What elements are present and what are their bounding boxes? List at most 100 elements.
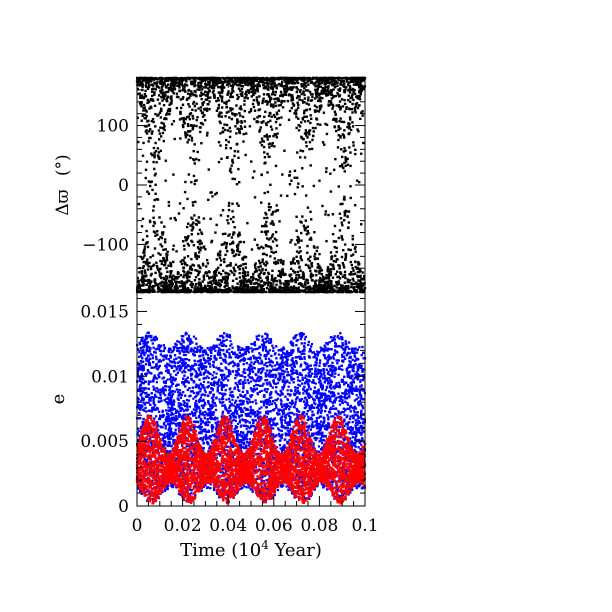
top-data-point [211,195,214,198]
top-data-point [151,254,155,257]
top-data-point [346,215,349,218]
top-data-point [219,94,222,97]
top-data-point [282,282,285,285]
top-data-point [143,113,147,116]
top-data-point [147,100,151,104]
top-data-point [235,143,238,146]
top-data-point [333,81,336,84]
top-data-point [300,289,304,292]
top-data-point [260,121,263,124]
top-data-point [304,194,308,197]
top-data-point [147,180,151,183]
top-data-point [330,97,334,100]
top-data-point [165,266,168,270]
top-data-point [306,206,310,209]
top-data-point [303,83,307,86]
top-data-point [224,146,228,150]
top-data-point [176,95,179,99]
top-data-point [321,141,325,144]
top-data-point [187,102,190,106]
top-data-point [263,115,266,119]
top-data-point [269,237,272,240]
top-data-point [301,167,304,170]
top-data-point [295,96,299,100]
top-data-point [151,287,155,290]
top-data-point [244,96,248,99]
top-data-point [193,162,196,165]
top-data-point [337,138,340,142]
top-data-point [201,123,205,126]
top-data-point [219,121,222,125]
top-data-point [223,101,226,104]
top-data-point [347,81,351,84]
top-data-point [277,116,281,120]
top-data-point [147,84,151,87]
top-data-point [341,83,345,87]
top-data-point [154,183,157,187]
top-data-point [275,204,278,207]
top-data-point [291,98,295,102]
top-data-point [273,115,277,119]
top-data-point [205,98,209,101]
top-data-point [264,110,267,114]
top-data-point [231,107,234,111]
top-data-point [318,252,321,256]
top-data-point [252,93,255,97]
top-data-point [262,288,265,292]
top-data-point [303,87,306,90]
top-data-point [355,288,358,292]
top-data-point [197,271,200,275]
top-data-point [288,274,292,278]
top-data-point [170,96,173,100]
top-data-point [153,280,156,283]
top-data-point [270,144,274,147]
top-data-point [340,221,344,224]
top-data-point [160,276,163,280]
top-data-point [256,83,260,86]
top-data-point [191,82,194,86]
top-data-point [341,223,344,227]
top-data-point [267,114,271,118]
top-data-point [259,280,263,283]
top-data-point [289,278,293,281]
top-data-point [178,118,182,121]
top-data-point [277,289,281,293]
top-data-point [268,142,272,145]
top-data-point [137,280,140,283]
top-data-point [291,288,294,292]
top-data-point [213,272,216,275]
top-data-point [169,262,173,266]
top-data-point [330,103,333,106]
top-data-point [349,185,352,188]
top-data-point [253,117,256,121]
top-data-point [290,97,294,100]
top-data-point [298,125,302,128]
top-data-point [144,117,147,120]
top-data-point [238,131,242,135]
top-data-point [256,90,260,93]
top-data-point [190,233,193,236]
top-data-point [270,93,274,96]
top-data-point [156,98,160,101]
top-data-point [297,117,300,120]
top-data-point [192,102,195,105]
top-data-point [319,276,322,280]
top-data-point [359,79,363,83]
top-data-point [259,276,262,280]
top-data-point [183,282,186,285]
top-data-point [263,156,267,159]
top-data-point [277,97,280,101]
top-data-point [341,165,344,168]
top-data-point [152,120,155,124]
top-data-point [330,257,333,261]
top-data-point [203,290,206,293]
top-data-point [306,281,310,285]
top-data-point [138,285,141,289]
top-data-point [157,285,160,289]
top-ytick-label: 100 [97,117,129,137]
top-data-point [327,272,331,276]
top-data-point [280,99,284,103]
top-data-point [168,275,172,279]
top-data-point [349,128,353,132]
top-data-point [220,91,224,94]
